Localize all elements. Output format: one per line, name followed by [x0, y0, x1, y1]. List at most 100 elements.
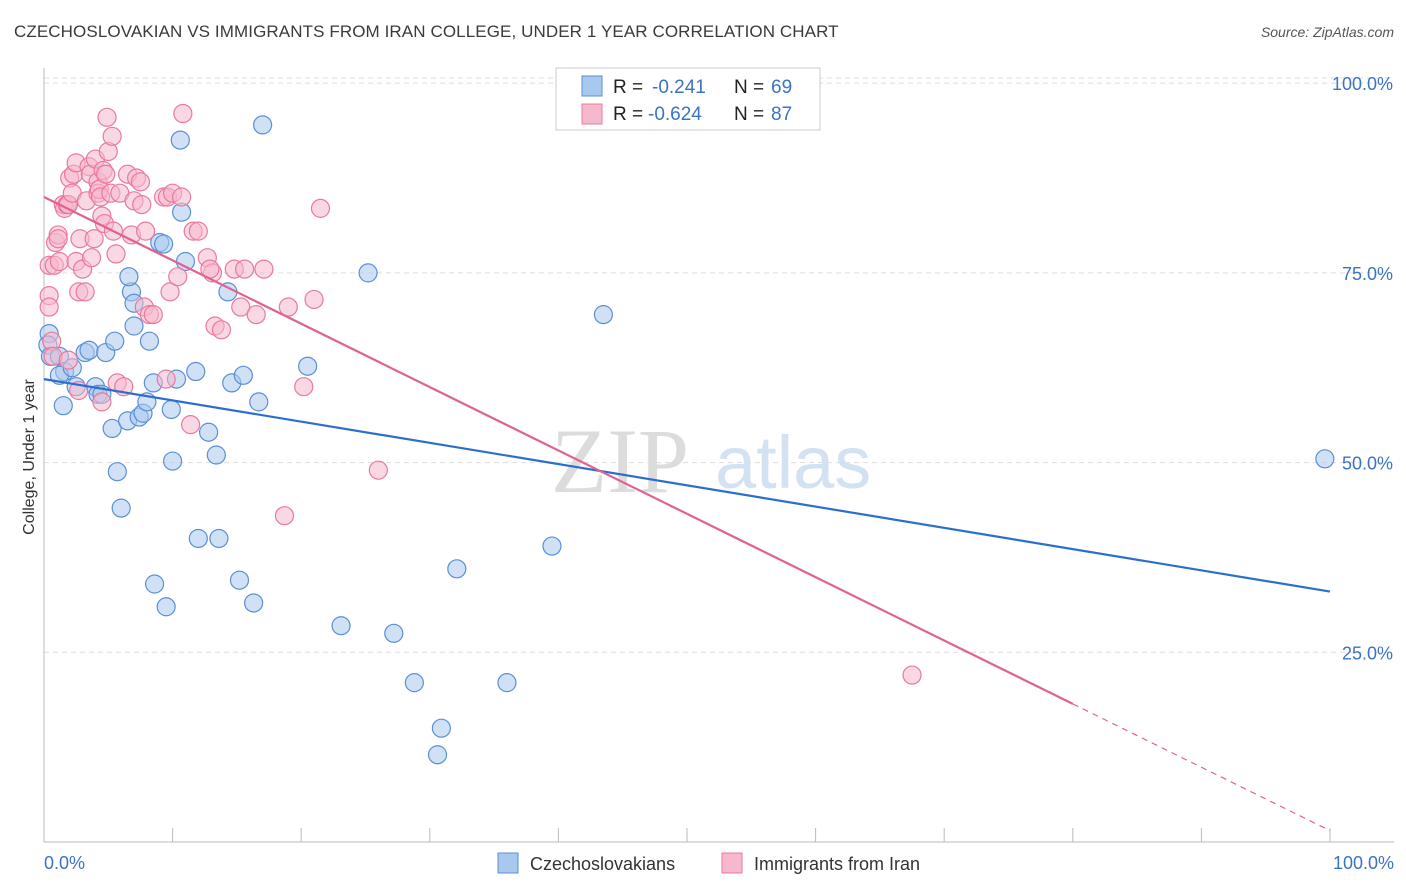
x-tick-marks	[43, 828, 1331, 842]
point-czechoslovakians-29	[144, 574, 165, 594]
point-iran-37	[96, 164, 116, 184]
y-tick-label-25: 25.0%	[1342, 643, 1393, 663]
point-iran-8	[48, 229, 68, 249]
point-iran-66	[188, 221, 208, 241]
point-czechoslovakians-17	[107, 462, 127, 482]
point-czechoslovakians-10	[79, 340, 99, 360]
point-iran-23	[75, 282, 95, 302]
legend-bottom: Czechoslovakians Immigrants from Iran	[497, 852, 920, 874]
point-iran-77	[278, 297, 298, 317]
legend-n-value-2: 87	[771, 104, 792, 125]
trend-line-iran-extension	[1072, 703, 1331, 832]
point-czechoslovakians-52	[331, 616, 351, 636]
point-iran-9	[49, 251, 70, 272]
point-iran-2	[39, 297, 59, 317]
point-iran-50	[130, 172, 151, 192]
point-czechoslovakians-33	[161, 399, 181, 420]
point-iran-73	[235, 259, 255, 279]
watermark-atlas: atlas	[715, 421, 871, 504]
watermark-zip: ZIP	[551, 410, 689, 512]
y-tick-label-50: 50.0%	[1342, 454, 1393, 474]
point-iran-63	[173, 103, 193, 124]
point-czechoslovakians-56	[427, 745, 448, 765]
point-iran-55	[143, 305, 163, 325]
point-iran-82	[902, 665, 922, 685]
x-tick-label-max: 100.0%	[1333, 853, 1394, 873]
series-iran-points	[39, 103, 922, 685]
point-czechoslovakians-34	[163, 451, 183, 471]
legend-n-value-1: 69	[771, 77, 792, 98]
legend-r-label-1: R =	[613, 77, 643, 98]
point-czechoslovakians-42	[206, 445, 226, 465]
point-czechoslovakians-15	[105, 331, 125, 351]
point-iran-79	[304, 289, 324, 310]
point-iran-75	[254, 259, 274, 279]
point-iran-64	[181, 415, 201, 435]
y-tick-labels: 25.0% 50.0% 75.0% 100.0%	[1332, 74, 1393, 663]
point-czechoslovakians-59	[497, 673, 517, 693]
point-iran-57	[156, 369, 176, 389]
point-iran-38	[97, 107, 117, 127]
chart-title: CZECHOSLOVAKIAN VS IMMIGRANTS FROM IRAN …	[14, 22, 839, 41]
legend-bottom-swatch-czechoslovakians	[497, 852, 519, 874]
point-czechoslovakians-6	[53, 396, 73, 416]
trend-lines	[43, 196, 1331, 832]
point-iran-28	[84, 229, 104, 249]
point-iran-80	[310, 198, 331, 218]
y-tick-label-75: 75.0%	[1342, 264, 1393, 284]
point-czechoslovakians-41	[199, 422, 219, 442]
legend-n-label-1: N =	[734, 77, 764, 98]
point-czechoslovakians-55	[404, 673, 424, 693]
point-czechoslovakians-27	[139, 331, 160, 351]
point-czechoslovakians-46	[229, 570, 250, 590]
point-czechoslovakians-32	[156, 597, 176, 617]
point-czechoslovakians-43	[209, 528, 229, 549]
point-iran-74	[246, 305, 266, 325]
point-czechoslovakians-49	[249, 392, 269, 412]
point-czechoslovakians-39	[186, 361, 206, 382]
point-czechoslovakians-53	[358, 263, 378, 283]
point-czechoslovakians-18	[111, 498, 131, 518]
point-iran-84	[92, 392, 112, 412]
gridlines	[44, 77, 1394, 653]
point-czechoslovakians-47	[233, 365, 253, 385]
point-iran-53	[135, 221, 156, 241]
point-iran-76	[274, 506, 295, 526]
point-czechoslovakians-23	[124, 316, 144, 336]
point-czechoslovakians-61	[593, 305, 614, 325]
legend-r-value-1: -0.241	[652, 77, 706, 98]
point-czechoslovakians-48	[244, 593, 264, 613]
y-axis-label: College, Under 1 year	[21, 379, 38, 535]
point-iran-72	[231, 297, 251, 317]
point-iran-62	[172, 187, 192, 207]
legend-r-value-2: -0.624	[648, 104, 702, 125]
point-czechoslovakians-21	[119, 267, 139, 287]
point-iran-81	[368, 460, 388, 480]
legend-bottom-label-iran: Immigrants from Iran	[754, 854, 920, 874]
legend-bottom-label-czechoslovakians: Czechoslovakians	[530, 854, 675, 874]
trend-line-czechoslovakians	[43, 378, 1331, 593]
point-czechoslovakians-40	[188, 528, 208, 549]
point-iran-43	[106, 244, 126, 264]
legend-n-label-2: N =	[734, 104, 764, 125]
point-iran-78	[294, 377, 314, 397]
point-czechoslovakians-36	[170, 130, 190, 150]
point-iran-61	[168, 267, 188, 287]
point-czechoslovakians-31	[153, 234, 174, 254]
x-tick-label-min: 0.0%	[44, 853, 85, 873]
point-iran-51	[132, 194, 152, 215]
point-czechoslovakians-63	[1315, 449, 1335, 469]
point-czechoslovakians-54	[384, 623, 404, 643]
legend-swatch-czechoslovakians	[581, 75, 603, 97]
legend-swatch-iran	[581, 103, 603, 125]
point-iran-70	[211, 320, 232, 340]
legend-bottom-swatch-iran	[721, 852, 743, 874]
point-czechoslovakians-16	[102, 418, 122, 439]
trend-line-iran	[43, 196, 1074, 705]
point-czechoslovakians-57	[431, 718, 451, 738]
point-czechoslovakians-58	[447, 559, 467, 579]
legend-top: R = -0.241 N = 69 R = -0.624 N = 87	[555, 67, 821, 131]
legend-r-label-2: R =	[613, 104, 643, 125]
point-iran-41	[102, 126, 122, 146]
